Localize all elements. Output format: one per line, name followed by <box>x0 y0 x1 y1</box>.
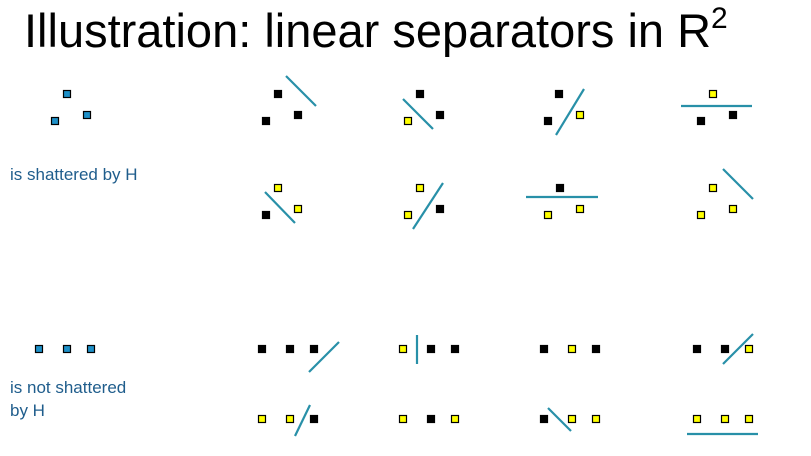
negative-point <box>435 110 445 120</box>
unlabeled-point <box>34 344 44 354</box>
separator-line <box>402 98 434 130</box>
positive-point <box>257 414 267 424</box>
positive-point <box>744 344 754 354</box>
positive-point <box>744 414 754 424</box>
negative-point <box>273 89 283 99</box>
positive-point <box>403 116 413 126</box>
negative-point <box>257 344 267 354</box>
collinear-labeling-4 <box>692 333 754 365</box>
unlabeled-point <box>62 344 72 354</box>
positive-point <box>575 110 585 120</box>
triangle-labeling-8 <box>696 168 754 220</box>
negative-point <box>426 414 436 424</box>
triangle-labeling-5 <box>261 183 303 224</box>
unlabeled-point <box>86 344 96 354</box>
positive-point <box>708 183 718 193</box>
title-superscript: 2 <box>711 2 728 35</box>
negative-point <box>720 344 730 354</box>
reference-collinear-points <box>34 344 96 354</box>
separator-line <box>722 333 754 365</box>
separator-line <box>547 407 572 432</box>
positive-point <box>575 204 585 214</box>
negative-point <box>426 344 436 354</box>
positive-point <box>293 204 303 214</box>
triangle-labeling-4 <box>681 89 752 126</box>
negative-point <box>435 204 445 214</box>
negative-point <box>539 344 549 354</box>
positive-point <box>720 414 730 424</box>
collinear-labeling-5 <box>257 404 319 437</box>
positive-point <box>543 210 553 220</box>
triangle-labeling-2 <box>402 89 445 130</box>
unlabeled-point <box>50 116 60 126</box>
caption-not-shattered-line2: by H <box>10 401 45 420</box>
negative-point <box>285 344 295 354</box>
triangle-labeling-7 <box>526 183 598 220</box>
separator-line <box>412 182 444 230</box>
collinear-labeling-8 <box>687 414 758 436</box>
slide-title: Illustration: linear separators in R2 <box>24 2 728 58</box>
negative-point <box>554 89 564 99</box>
negative-point <box>543 116 553 126</box>
positive-point <box>450 414 460 424</box>
separator-line <box>294 404 311 437</box>
collinear-labeling-6 <box>398 414 460 424</box>
title-text: Illustration: linear separators in R <box>24 4 712 57</box>
caption-shattered: is shattered by H <box>10 165 138 184</box>
triangle-labeling-1 <box>261 75 317 126</box>
collinear-labeling-2 <box>398 335 460 364</box>
negative-point <box>450 344 460 354</box>
negative-point <box>539 414 549 424</box>
negative-point <box>555 183 565 193</box>
caption-not-shattered-line1: is not shattered <box>10 378 127 397</box>
positive-point <box>415 183 425 193</box>
negative-point <box>696 116 706 126</box>
positive-point <box>403 210 413 220</box>
reference-triangle-points <box>50 89 92 126</box>
triangle-labeling-3 <box>543 88 585 136</box>
positive-point <box>273 183 283 193</box>
collinear-labeling-7 <box>539 407 601 432</box>
separator-line <box>555 88 585 136</box>
positive-point <box>692 414 702 424</box>
positive-point <box>398 414 408 424</box>
negative-point <box>591 344 601 354</box>
positive-point <box>285 414 295 424</box>
collinear-labeling-3 <box>539 344 601 354</box>
negative-point <box>261 116 271 126</box>
negative-point <box>692 344 702 354</box>
negative-point <box>261 210 271 220</box>
negative-point <box>728 110 738 120</box>
negative-point <box>293 110 303 120</box>
negative-point <box>309 344 319 354</box>
separator-line <box>722 168 754 200</box>
separator-line <box>264 191 296 224</box>
positive-point <box>696 210 706 220</box>
unlabeled-point <box>82 110 92 120</box>
separator-line <box>308 341 340 373</box>
negative-point <box>309 414 319 424</box>
positive-point <box>398 344 408 354</box>
negative-point <box>415 89 425 99</box>
separator-line <box>285 75 317 107</box>
positive-point <box>567 344 577 354</box>
positive-point <box>591 414 601 424</box>
positive-point <box>708 89 718 99</box>
triangle-labeling-6 <box>403 182 445 230</box>
collinear-labeling-1 <box>257 341 340 373</box>
positive-point <box>567 414 577 424</box>
positive-point <box>728 204 738 214</box>
unlabeled-point <box>62 89 72 99</box>
